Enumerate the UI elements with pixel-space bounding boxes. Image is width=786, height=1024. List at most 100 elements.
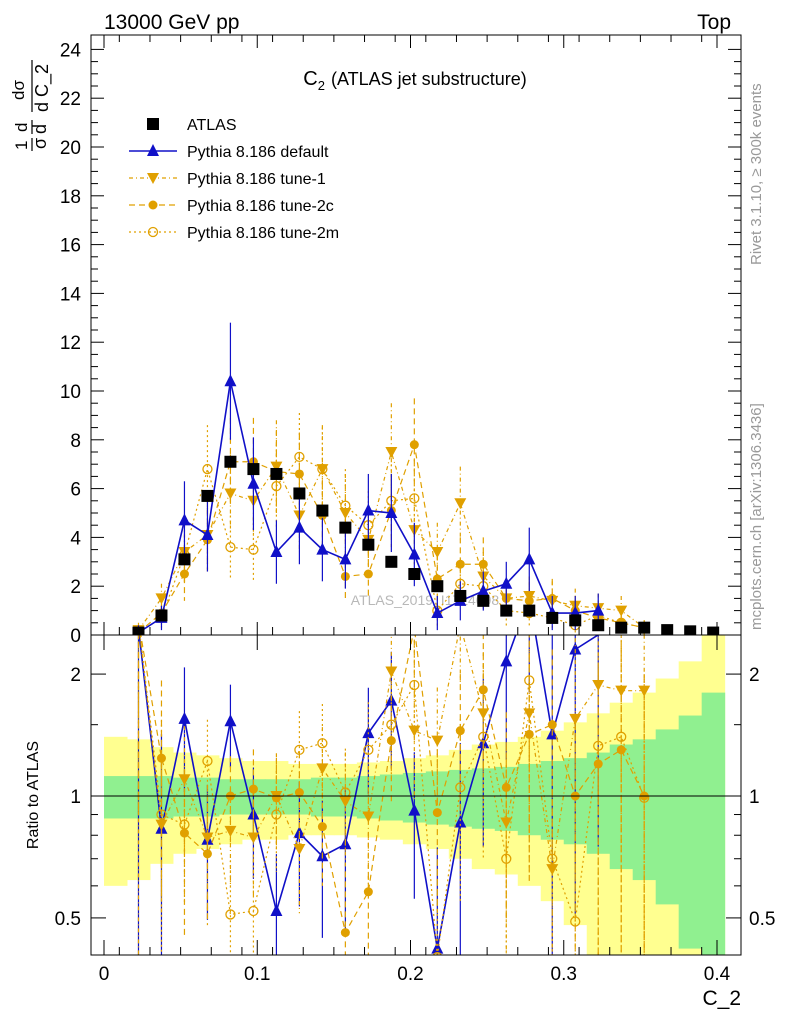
- data-point: [500, 576, 513, 589]
- ratio-point: [362, 811, 375, 823]
- ratio-point: [178, 711, 191, 724]
- data-point: [431, 580, 444, 593]
- ratio-point: [409, 679, 420, 691]
- y-tick-label: 22: [60, 89, 81, 110]
- ratio-y-tick-label-right: 0.5: [749, 909, 775, 930]
- top-series: [132, 322, 720, 635]
- data-point: [385, 555, 398, 568]
- ratio-point: [270, 904, 283, 917]
- ratio-point: [592, 679, 605, 691]
- data-point: [201, 527, 214, 540]
- x-axis-label: C_2: [702, 987, 741, 1010]
- y-tick-label: 12: [60, 333, 81, 354]
- ratio-point: [340, 787, 351, 798]
- data-point: [294, 469, 304, 479]
- x-tick-label: 0.2: [397, 964, 423, 985]
- ratio-point: [408, 803, 421, 816]
- ratio-point: [271, 809, 282, 820]
- data-point: [500, 604, 513, 617]
- data-point: [615, 621, 628, 634]
- data-point: [477, 584, 490, 597]
- data-point: [362, 503, 375, 516]
- ratio-point: [293, 843, 306, 855]
- ratio-point: [294, 744, 305, 756]
- data-point: [523, 552, 536, 565]
- data-point: [523, 604, 536, 617]
- ratio-point: [569, 713, 582, 725]
- data-point: [224, 488, 237, 500]
- ratio-point: [386, 736, 396, 746]
- data-point: [523, 590, 536, 602]
- data-point: [409, 493, 420, 504]
- x-tick-label: 0.1: [244, 964, 270, 985]
- ratio-point: [639, 792, 650, 803]
- ratio-y-tick-label: 1: [70, 787, 81, 808]
- data-point: [431, 606, 444, 619]
- ratio-point: [339, 796, 352, 808]
- rivet-label: Rivet 3.1.10, ≥ 300k events: [748, 83, 765, 265]
- y-tick-label: 10: [60, 382, 81, 403]
- ratio-point: [524, 729, 534, 739]
- ratio-point: [616, 745, 626, 755]
- legend-marker: [147, 173, 159, 184]
- data-point: [316, 504, 329, 517]
- y-tick-label: 20: [60, 138, 81, 159]
- legend-entry: Pythia 8.186 default: [129, 144, 329, 161]
- ratio-point: [547, 853, 558, 864]
- ratio-point: [501, 782, 511, 792]
- ratio-point: [248, 905, 259, 917]
- data-point: [385, 447, 398, 458]
- ratio-point: [569, 642, 582, 655]
- ratio-line: [139, 635, 645, 955]
- data-point: [316, 542, 329, 555]
- ratio-point: [454, 815, 467, 828]
- ratio-point: [225, 909, 236, 920]
- ratio-point: [363, 887, 373, 897]
- y-tick-label: 16: [60, 236, 81, 257]
- legend-label: Pythia 8.186 default: [187, 144, 329, 161]
- data-point: [684, 625, 697, 635]
- ratio-point: [317, 738, 328, 749]
- data-point: [409, 440, 419, 450]
- ratio-point: [363, 744, 374, 756]
- data-point: [455, 559, 465, 569]
- legend-label: ATLAS: [187, 117, 237, 134]
- ratio-point: [524, 675, 535, 686]
- ratio-point: [247, 832, 260, 844]
- ratio-point: [179, 828, 189, 838]
- ratio-point: [593, 740, 604, 751]
- data-point: [339, 508, 352, 519]
- data-point: [178, 553, 191, 566]
- legend-marker: [147, 118, 159, 130]
- ratio-point: [224, 714, 237, 727]
- y-tick-label: 18: [60, 187, 81, 208]
- ratio-point: [523, 708, 536, 720]
- data-point: [661, 624, 674, 635]
- legend-label: Pythia 8.186 tune-2m: [187, 225, 339, 242]
- ratio-series-pythia-8-186-tune-2m: [137, 635, 650, 955]
- ratio-point: [432, 952, 442, 955]
- data-point: [615, 605, 628, 617]
- data-point: [592, 619, 605, 632]
- main-title: C2 (ATLAS jet substructure): [303, 68, 526, 93]
- ratio-point: [501, 853, 512, 864]
- legend-marker: [147, 144, 159, 156]
- y-tick-label: 24: [60, 40, 82, 61]
- ratio-point: [179, 819, 190, 830]
- ratio-frame: [90, 634, 742, 956]
- ratio-point: [431, 941, 444, 954]
- data-point: [454, 589, 467, 602]
- ratio-point: [362, 726, 375, 739]
- data-point: [316, 464, 329, 476]
- data-point: [569, 614, 582, 627]
- y-tick-label: 0: [70, 626, 81, 647]
- ratio-point: [385, 666, 398, 678]
- data-point: [408, 547, 421, 560]
- legend-entry: ATLAS: [147, 117, 237, 134]
- ratio-point: [156, 753, 166, 763]
- band-inner: [104, 776, 128, 819]
- data-point: [363, 569, 373, 579]
- band-inner: [701, 692, 726, 955]
- legend-marker: [147, 226, 159, 238]
